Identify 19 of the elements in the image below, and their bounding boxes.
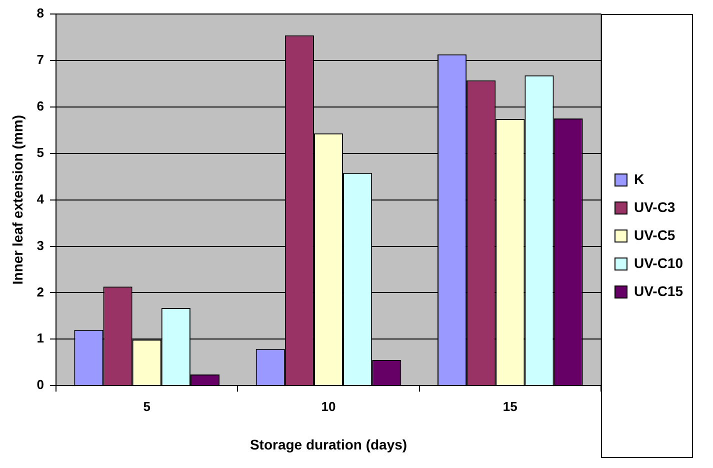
- y-tick-label: 3: [36, 238, 44, 253]
- y-tick-label: 2: [36, 284, 44, 300]
- y-tick-label: 7: [36, 52, 44, 68]
- x-tick-label: 15: [502, 398, 518, 414]
- legend-label: UV-C15: [634, 282, 684, 299]
- x-tick-label: 5: [143, 398, 150, 414]
- y-tick-label: 8: [36, 6, 44, 21]
- legend-label: K: [634, 170, 644, 187]
- x-tick-label: 10: [321, 398, 336, 414]
- y-tick-label: 6: [36, 98, 44, 114]
- y-axis-title: Inner leaf extension (mm): [9, 115, 26, 285]
- legend-label: UV-C5: [634, 226, 676, 243]
- y-tick-label: 1: [36, 330, 44, 346]
- y-tick-label: 5: [36, 144, 44, 160]
- legend-label: UV-C10: [634, 254, 684, 271]
- x-axis-title: Storage duration (days): [250, 436, 408, 452]
- y-tick-label: 4: [36, 191, 45, 206]
- legend-label: UV-C3: [634, 198, 676, 215]
- y-tick-label: 0: [36, 377, 44, 392]
